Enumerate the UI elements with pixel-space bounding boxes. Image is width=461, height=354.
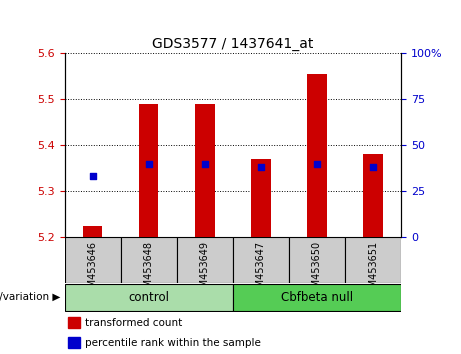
Bar	[195, 104, 214, 237]
Point	[257, 164, 265, 170]
Bar	[68, 337, 80, 348]
Bar	[233, 284, 401, 311]
Bar	[307, 74, 327, 237]
Text: genotype/variation ▶: genotype/variation ▶	[0, 292, 60, 302]
Text: GSM453647: GSM453647	[256, 241, 266, 300]
Bar	[251, 159, 271, 237]
Bar	[233, 237, 289, 283]
Bar	[83, 226, 102, 237]
Bar	[345, 237, 401, 283]
Bar	[65, 237, 121, 283]
Bar	[177, 237, 233, 283]
Text: GSM453650: GSM453650	[312, 241, 322, 300]
Text: Cbfbeta null: Cbfbeta null	[281, 291, 353, 304]
Text: control: control	[128, 291, 169, 304]
Bar	[139, 104, 159, 237]
Text: percentile rank within the sample: percentile rank within the sample	[85, 338, 260, 348]
Point	[313, 161, 321, 166]
Bar	[68, 317, 80, 328]
Text: GSM453648: GSM453648	[144, 241, 154, 300]
Bar	[363, 154, 383, 237]
Point	[369, 164, 377, 170]
Point	[89, 173, 96, 179]
Bar	[121, 237, 177, 283]
Text: transformed count: transformed count	[85, 318, 182, 328]
Text: GSM453651: GSM453651	[368, 241, 378, 300]
Title: GDS3577 / 1437641_at: GDS3577 / 1437641_at	[152, 37, 313, 51]
Bar	[289, 237, 345, 283]
Bar	[65, 284, 233, 311]
Point	[201, 161, 208, 166]
Point	[145, 161, 152, 166]
Text: GSM453646: GSM453646	[88, 241, 98, 300]
Text: GSM453649: GSM453649	[200, 241, 210, 300]
